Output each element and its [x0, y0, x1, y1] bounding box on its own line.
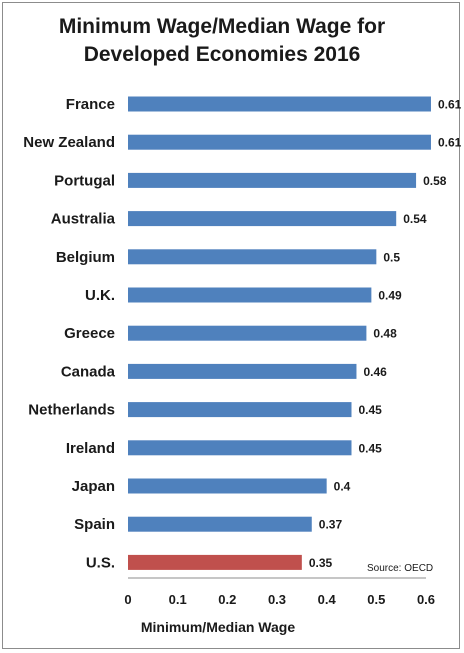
- value-label: 0.37: [319, 518, 343, 532]
- source-note: Source: OECD: [367, 563, 433, 574]
- bar: [128, 172, 417, 188]
- bar: [128, 554, 302, 570]
- bar: [128, 249, 377, 265]
- bar: [128, 325, 367, 341]
- bar: [128, 287, 372, 303]
- value-label: 0.54: [403, 212, 427, 226]
- x-tick-label: 0.4: [318, 592, 337, 607]
- category-label: Belgium: [56, 249, 115, 266]
- value-label: 0.46: [363, 365, 387, 379]
- bar: [128, 516, 312, 532]
- x-tick-label: 0.6: [417, 592, 435, 607]
- bar: [128, 478, 327, 494]
- category-label: Australia: [51, 211, 116, 228]
- category-label: Canada: [61, 363, 116, 380]
- category-label: Ireland: [66, 440, 115, 457]
- category-label: Japan: [72, 478, 115, 495]
- value-label: 0.35: [309, 556, 333, 570]
- bar: [128, 211, 397, 227]
- category-label: France: [66, 96, 115, 113]
- category-label: U.S.: [86, 554, 115, 571]
- x-tick-label: 0: [124, 592, 131, 607]
- value-label: 0.48: [373, 327, 397, 341]
- bar: [128, 402, 352, 418]
- value-label: 0.58: [423, 174, 447, 188]
- value-label: 0.61: [438, 136, 462, 150]
- value-label: 0.45: [359, 441, 383, 455]
- bar: [128, 440, 352, 456]
- category-label: U.K.: [85, 287, 115, 304]
- bar: [128, 134, 431, 150]
- bar: [128, 96, 431, 112]
- value-label: 0.61: [438, 98, 462, 112]
- x-tick-label: 0.3: [268, 592, 286, 607]
- category-label: Netherlands: [28, 402, 115, 419]
- chart-title-line-1: Minimum Wage/Median Wage for: [59, 15, 385, 38]
- bars-group: France 0.61 New Zealand 0.61 Portugal 0.58 Aus…: [23, 96, 461, 571]
- x-tick-label: 0.1: [169, 592, 187, 607]
- x-tick-label: 0.2: [218, 592, 236, 607]
- category-label: Portugal: [54, 172, 115, 189]
- category-label: Spain: [74, 516, 115, 533]
- x-tick-label: 0.5: [367, 592, 385, 607]
- value-label: 0.49: [378, 289, 402, 303]
- value-label: 0.5: [383, 250, 400, 264]
- category-label: New Zealand: [23, 134, 115, 151]
- chart-title-line-2: Developed Economies 2016: [84, 43, 361, 66]
- x-axis-label: Minimum/Median Wage: [141, 619, 295, 635]
- value-label: 0.45: [359, 403, 383, 417]
- category-label: Greece: [64, 325, 115, 342]
- value-label: 0.4: [334, 480, 351, 494]
- bar: [128, 363, 357, 379]
- x-axis-ticks: 0 0.1 0.2 0.3 0.4 0.5 0.6: [124, 592, 435, 607]
